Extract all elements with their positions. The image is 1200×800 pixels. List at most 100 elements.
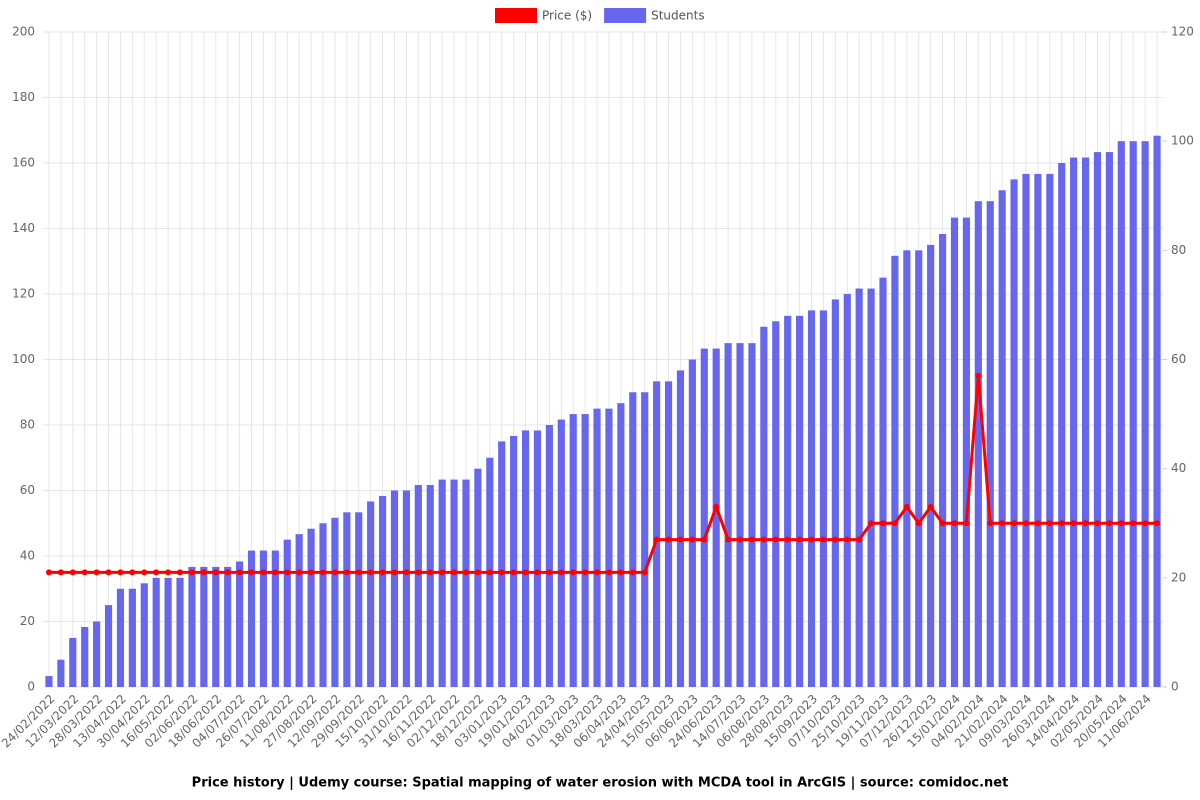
bar (1022, 173, 1030, 687)
bar (176, 577, 184, 687)
price-point (975, 372, 982, 379)
line-layer (45, 372, 1161, 576)
price-point (391, 569, 398, 576)
price-point (784, 536, 791, 543)
grid (43, 31, 1163, 688)
price-point (427, 569, 434, 576)
price-point (1070, 520, 1077, 527)
price-point (379, 569, 386, 576)
bar (736, 343, 744, 687)
price-point (605, 569, 612, 576)
price-point (236, 569, 243, 576)
price-point (45, 569, 52, 576)
bar (986, 201, 994, 688)
price-point (141, 569, 148, 576)
price-point (522, 569, 529, 576)
price-point (927, 503, 934, 510)
bar (450, 479, 458, 687)
legend-swatch (495, 8, 537, 23)
price-point (69, 569, 76, 576)
price-point (415, 569, 422, 576)
price-point (284, 569, 291, 576)
bar (355, 512, 363, 687)
bar (891, 255, 899, 687)
bar (664, 381, 673, 687)
bar (295, 534, 303, 687)
bar (927, 244, 935, 687)
bar (879, 277, 887, 687)
bar (796, 315, 804, 687)
price-point (1142, 520, 1149, 527)
bar (867, 288, 875, 687)
price-point (760, 536, 767, 543)
bar (843, 294, 851, 687)
price-point (248, 569, 255, 576)
bar (498, 441, 506, 687)
price-point (582, 569, 589, 576)
price-point (772, 536, 779, 543)
bar (414, 485, 422, 687)
bar (1010, 179, 1018, 687)
bar (236, 561, 244, 687)
price-point (725, 536, 732, 543)
bar (581, 414, 589, 687)
price-point (177, 569, 184, 576)
bar (760, 326, 768, 687)
price-point (689, 536, 696, 543)
price-point (939, 520, 946, 527)
price-point (856, 536, 863, 543)
bar (462, 479, 470, 687)
price-point (474, 569, 481, 576)
bar (379, 495, 387, 687)
bar (748, 343, 756, 687)
bar (974, 201, 982, 688)
price-point (498, 569, 505, 576)
legend-label: Students (651, 9, 705, 23)
price-point (331, 569, 338, 576)
bar (939, 233, 947, 688)
bar (426, 485, 434, 687)
bar (962, 217, 970, 688)
price-point (677, 536, 684, 543)
bar (819, 310, 827, 687)
bar (104, 605, 113, 687)
price-point (462, 569, 469, 576)
bar (903, 250, 911, 688)
price-point (713, 503, 720, 510)
bar (390, 490, 399, 687)
price-point (808, 536, 815, 543)
bar (271, 550, 279, 687)
price-point (558, 569, 565, 576)
bar (69, 637, 77, 687)
y-tick-label: 140 (12, 221, 35, 235)
price-point (129, 569, 136, 576)
y-tick-label: 200 (12, 25, 35, 39)
bar (81, 626, 89, 687)
bar (653, 381, 661, 687)
price-point (81, 569, 88, 576)
price-point (320, 569, 326, 576)
price-point (748, 536, 755, 543)
bar (200, 566, 208, 687)
price-point (903, 503, 910, 510)
price-point (1118, 520, 1125, 527)
price-point (212, 569, 219, 576)
price-point (105, 569, 112, 576)
bar (93, 621, 101, 687)
bar (545, 425, 553, 687)
bar (57, 659, 65, 687)
bar (807, 310, 816, 687)
price-point (296, 569, 303, 576)
bar (474, 468, 482, 687)
price-point (343, 569, 350, 576)
y2-tick-label: 40 (1171, 461, 1186, 475)
bar (1129, 141, 1137, 687)
bar (1093, 152, 1102, 688)
y-tick-label: 120 (12, 287, 35, 301)
bar (1081, 157, 1090, 687)
bar (343, 512, 351, 687)
bar (1058, 163, 1066, 687)
price-point (57, 569, 64, 576)
y2-tick-label: 100 (1171, 134, 1194, 148)
